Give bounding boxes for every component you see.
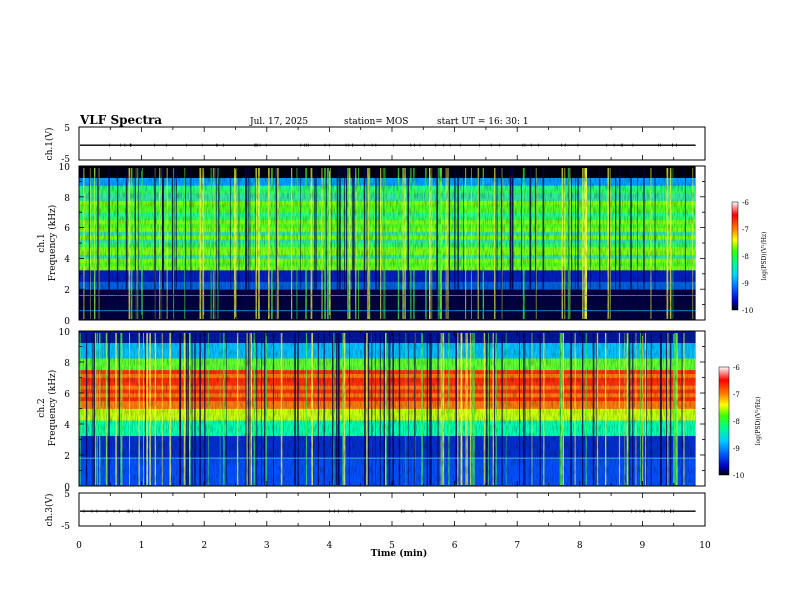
y-tick-marks: [79, 165, 705, 487]
ch1-freq-ylabel: Frequency (kHz): [47, 205, 58, 282]
ch2-colorbar: -6 -7 -8 -9 -10 log(PSD)(V²/Hz): [718, 364, 762, 480]
ch1-f-tick-10: 10: [59, 163, 71, 173]
ch2-f-tick-2: 2: [64, 452, 70, 462]
x-tick-label: 5: [389, 541, 395, 551]
ch2-f-tick-8: 8: [64, 359, 70, 369]
ch2-colorbar-label: log(PSD)(V²/Hz): [755, 397, 762, 446]
x-tick-label: 4: [327, 541, 333, 551]
x-tick-label: 2: [201, 541, 207, 551]
ch3-voltage-y-ticks: 5 -5: [61, 490, 70, 532]
ch3-v-tick-bottom: -5: [61, 522, 70, 532]
x-axis-label: Time (min): [371, 548, 428, 559]
header-start-time: start UT = 16: 30: 1: [437, 117, 529, 127]
ch1-spectrogram-panel: [78, 165, 706, 321]
header-date: Jul. 17, 2025: [249, 117, 308, 127]
ch1-cbar-tick-m7: -7: [742, 226, 749, 234]
ch2-channel-label: ch.2: [37, 398, 47, 417]
ch1-colorbar: -6 -7 -8 -9 -10 log(PSD)(V²/Hz): [731, 199, 768, 315]
header-station: station= MOS: [344, 117, 408, 127]
ch1-colorbar-label: log(PSD)(V²/Hz): [761, 232, 768, 281]
ch2-cbar-tick-m8: -8: [733, 418, 740, 426]
ch2-f-tick-6: 6: [64, 390, 70, 400]
ch1-f-tick-2: 2: [64, 286, 70, 296]
ch1-f-tick-4: 4: [64, 255, 70, 265]
ch2-cbar-tick-m6: -6: [733, 364, 740, 372]
ch3-voltage-ylabel: ch.3(V): [44, 494, 55, 527]
ch2-freq-y-ticks: 0 2 4 6 8 10: [59, 328, 71, 493]
x-tick-label: 0: [76, 541, 82, 551]
ch2-spectrogram-panel: [78, 330, 706, 487]
ch1-cbar-tick-m6: -6: [742, 199, 749, 207]
x-tick-label: 10: [699, 541, 711, 551]
x-tick-label: 7: [514, 541, 520, 551]
ch2-f-tick-4: 4: [64, 421, 70, 431]
ch2-freq-ylabel: Frequency (kHz): [47, 370, 58, 447]
x-tick-label: 6: [452, 541, 458, 551]
ch1-f-tick-6: 6: [64, 224, 70, 234]
ch1-cbar-tick-m10: -10: [742, 307, 753, 315]
ch2-cbar-tick-m10: -10: [733, 472, 744, 480]
ch3-v-tick-top: 5: [64, 490, 70, 500]
spectrogram-noise: [79, 331, 696, 486]
ch2-f-tick-10: 10: [59, 328, 71, 338]
x-tick-label: 1: [139, 541, 145, 551]
ch1-v-tick-top: 5: [64, 124, 70, 134]
ch1-voltage-ylabel: ch.1(V): [44, 128, 55, 161]
ch1-f-tick-0: 0: [64, 317, 70, 327]
ch1-spectrogram-image: [79, 166, 705, 321]
x-tick-label: 9: [640, 541, 646, 551]
ch2-cbar-tick-m9: -9: [733, 445, 740, 453]
spectrogram-noise: [79, 166, 696, 320]
figure-title: VLF Spectra: [79, 113, 162, 127]
ch1-channel-label: ch.1: [37, 233, 47, 252]
ch3-voltage-trace: [80, 509, 696, 513]
x-tick-label: 3: [264, 541, 270, 551]
ch1-voltage-y-ticks: 5 -5: [61, 124, 70, 165]
ch1-f-tick-8: 8: [64, 194, 70, 204]
ch2-spectrogram-image: [79, 331, 705, 487]
ch2-f-tick-0: 0: [64, 483, 70, 493]
ch2-colorbar-gradient: [718, 366, 730, 476]
ch2-cbar-tick-m7: -7: [733, 391, 740, 399]
ch1-cbar-tick-m8: -8: [742, 253, 749, 261]
ch1-cbar-tick-m9: -9: [742, 280, 749, 288]
ch1-colorbar-gradient: [731, 201, 739, 311]
spectrogram-no-data: [695, 166, 705, 320]
x-axis-ticks: 0 1 2 3 4 5 6 7 8 9 10: [76, 127, 711, 551]
ch1-voltage-trace: [80, 143, 696, 147]
spectrogram-no-data: [695, 331, 705, 486]
ch1-v-tick-bottom: -5: [61, 155, 70, 165]
x-tick-label: 8: [577, 541, 583, 551]
ch1-freq-y-ticks: 0 2 4 6 8 10: [59, 163, 71, 327]
